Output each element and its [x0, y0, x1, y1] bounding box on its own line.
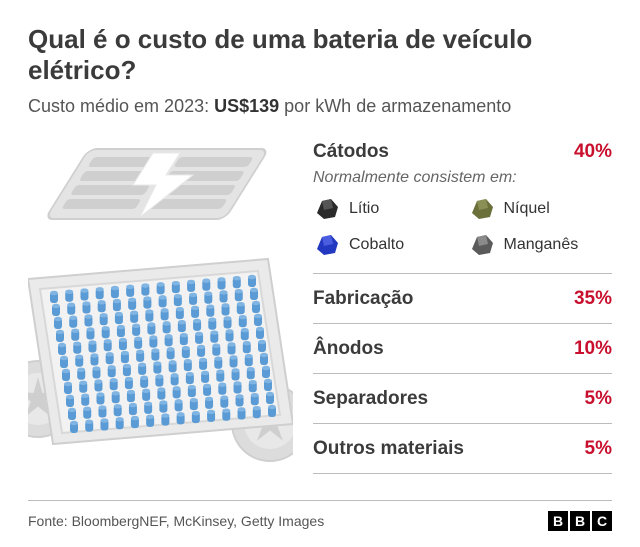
row-label: Outros materiais — [313, 438, 464, 460]
source-text: Fonte: BloombergNEF, McKinsey, Getty Ima… — [28, 513, 324, 529]
mineral-icon — [313, 233, 341, 257]
cost-breakdown: Cátodos 40% Normalmente consistem em: Lí… — [313, 139, 612, 474]
cathode-block: Cátodos 40% Normalmente consistem em: Lí… — [313, 139, 612, 274]
footer: Fonte: BloombergNEF, McKinsey, Getty Ima… — [28, 500, 612, 531]
row-value: 10% — [574, 338, 612, 360]
breakdown-row: Separadores 5% — [313, 374, 612, 424]
mineral-label: Lítio — [349, 200, 379, 218]
breakdown-row: Outros materiais 5% — [313, 424, 612, 474]
row-label: Fabricação — [313, 288, 413, 310]
mineral-item: Níquel — [468, 197, 613, 221]
logo-letter: B — [570, 511, 590, 531]
subtitle: Custo médio em 2023: US$139 por kWh de a… — [28, 96, 612, 117]
mineral-label: Níquel — [504, 200, 550, 218]
row-label: Ânodos — [313, 338, 384, 360]
ev-illustration — [28, 139, 293, 469]
mineral-label: Manganês — [504, 236, 579, 254]
row-value: 5% — [585, 388, 612, 410]
row-label: Separadores — [313, 388, 428, 410]
mineral-label: Cobalto — [349, 236, 404, 254]
breakdown-row: Fabricação 35% — [313, 274, 612, 324]
subtitle-prefix: Custo médio em 2023: — [28, 96, 214, 116]
mineral-icon — [468, 197, 496, 221]
cathode-note: Normalmente consistem em: — [313, 169, 612, 187]
page-title: Qual é o custo de uma bateria de veículo… — [28, 24, 612, 86]
row-value: 35% — [574, 288, 612, 310]
content: Cátodos 40% Normalmente consistem em: Lí… — [28, 139, 612, 474]
logo-letter: C — [592, 511, 612, 531]
row-label: Cátodos — [313, 141, 389, 163]
logo-letter: B — [548, 511, 568, 531]
mineral-item: Cobalto — [313, 233, 458, 257]
mineral-item: Lítio — [313, 197, 458, 221]
subtitle-suffix: por kWh de armazenamento — [279, 96, 511, 116]
bbc-logo: B B C — [548, 511, 612, 531]
breakdown-row: Ânodos 10% — [313, 324, 612, 374]
minerals-grid: Lítio Níquel Cobalto Manganês — [313, 197, 612, 257]
row-value: 5% — [585, 438, 612, 460]
mineral-icon — [468, 233, 496, 257]
mineral-icon — [313, 197, 341, 221]
row-value: 40% — [574, 141, 612, 163]
subtitle-bold: US$139 — [214, 96, 279, 116]
mineral-item: Manganês — [468, 233, 613, 257]
